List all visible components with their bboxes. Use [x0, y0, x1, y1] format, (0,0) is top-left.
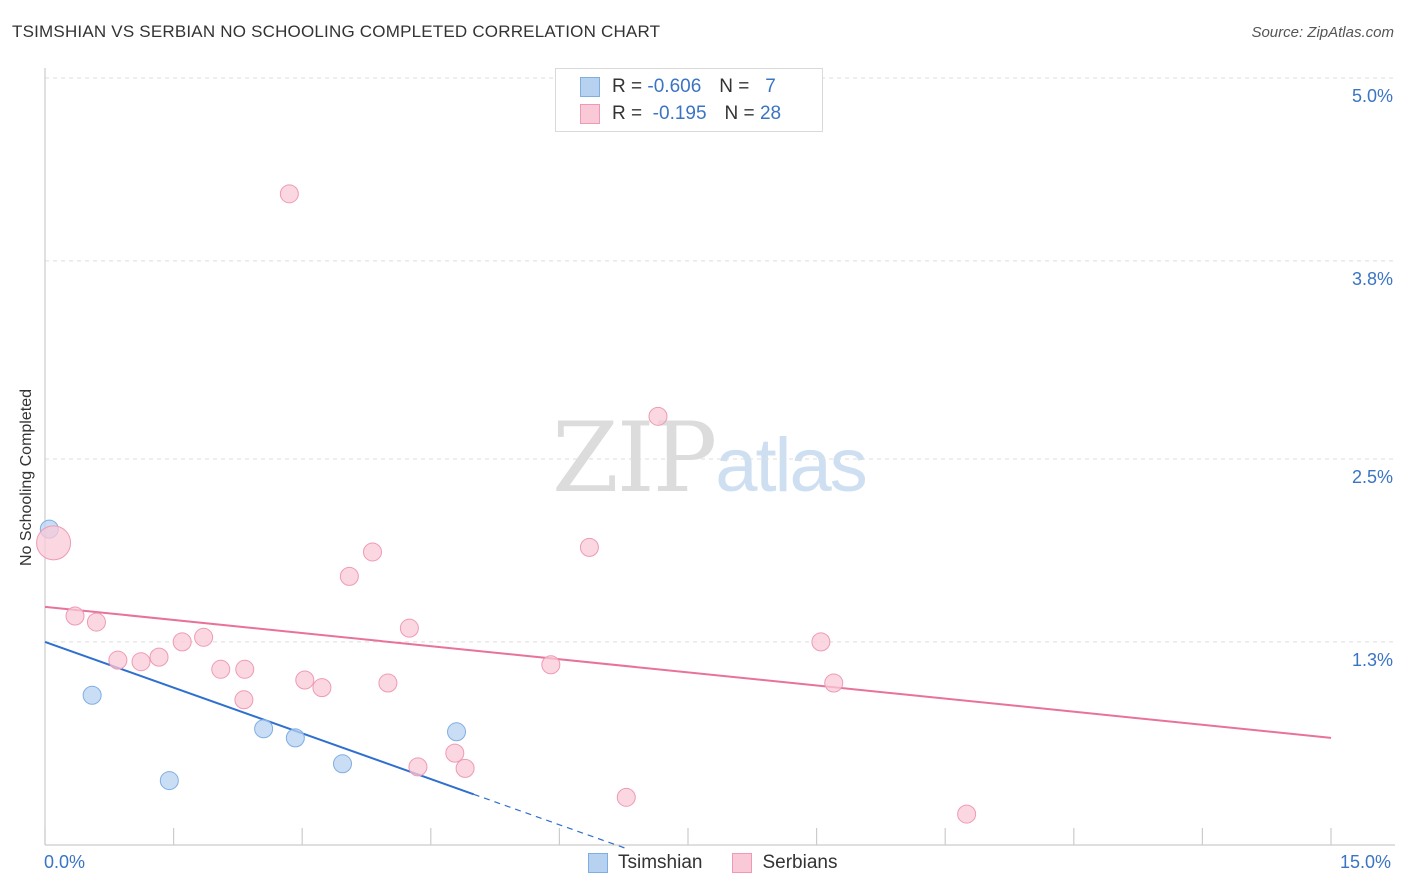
correlation-legend: R = -0.606 N = 7 R = -0.195 N = 28: [555, 68, 823, 132]
data-point-serbians: [339, 566, 359, 586]
trend-line-serbians: [44, 605, 1332, 739]
data-point-tsimshian: [159, 771, 179, 791]
y-tick-label: 1.3%: [1351, 649, 1393, 670]
data-point-serbians: [811, 632, 831, 652]
trend-lines: [44, 605, 1332, 850]
x-tick-label-min: 0.0%: [44, 852, 86, 872]
chart-title: TSIMSHIAN VS SERBIAN NO SCHOOLING COMPLE…: [12, 22, 661, 41]
data-point-serbians: [957, 804, 977, 824]
data-point-serbians: [108, 650, 128, 670]
n-value: 28: [759, 103, 782, 124]
data-point-serbians: [455, 758, 475, 778]
y-tick-label: 3.8%: [1351, 268, 1393, 289]
trend-line-extension: [473, 793, 629, 850]
data-point-serbians: [194, 627, 214, 647]
legend-row-tsimshian: R = -0.606 N = 7: [580, 75, 776, 99]
data-point-serbians: [211, 659, 231, 679]
legend-swatch-tsimshian: [580, 77, 600, 97]
watermark-zip: ZIP: [552, 402, 717, 514]
data-point-serbians: [131, 652, 151, 672]
axes: [44, 68, 1395, 846]
n-value: 7: [765, 76, 776, 97]
legend-swatch-tsimshian: [588, 853, 608, 873]
data-point-serbians: [279, 184, 299, 204]
data-point-tsimshian: [332, 754, 352, 774]
gridlines: [45, 77, 1395, 643]
legend-item-serbians[interactable]: Serbians: [732, 852, 837, 874]
data-point-serbians: [86, 612, 106, 632]
legend-swatch-serbians: [732, 853, 753, 873]
legend-swatch-serbians: [580, 104, 600, 124]
data-point-serbians: [235, 659, 255, 679]
data-point-serbians: [399, 618, 419, 638]
data-point-serbians: [616, 787, 636, 807]
series-legend: Tsimshian Serbians: [588, 852, 867, 874]
data-point-serbians: [149, 647, 169, 667]
data-point-tsimshian: [447, 722, 467, 742]
data-point-serbians: [36, 525, 72, 561]
data-point-serbians: [172, 632, 192, 652]
data-point-serbians: [541, 655, 561, 675]
n-label: N =: [724, 103, 755, 124]
r-value: -0.195: [652, 103, 707, 124]
y-tick-label: 2.5%: [1351, 467, 1393, 487]
data-point-serbians: [65, 606, 85, 626]
data-point-tsimshian: [285, 728, 305, 748]
data-point-tsimshian: [82, 685, 102, 705]
data-point-serbians: [312, 678, 332, 698]
watermark: ZIPatlas: [552, 402, 868, 514]
n-label: N =: [719, 76, 750, 97]
legend-label-serbians: Serbians: [762, 852, 838, 873]
watermark-atlas: atlas: [715, 423, 868, 508]
data-point-serbians: [824, 673, 844, 693]
data-point-serbians: [408, 757, 428, 777]
r-label: R =: [612, 76, 643, 97]
data-point-serbians: [234, 690, 254, 710]
data-point-serbians: [445, 743, 465, 763]
data-point-serbians: [378, 673, 398, 693]
legend-label-tsimshian: Tsimshian: [618, 852, 703, 873]
r-label: R =: [612, 103, 643, 124]
y-tick-label: 5.0%: [1351, 86, 1393, 106]
legend-row-serbians: R = -0.195 N = 28: [580, 102, 781, 126]
trend-line-tsimshian: [44, 640, 475, 796]
source-label: Source: ZipAtlas.com: [1251, 24, 1394, 41]
data-point-tsimshian: [254, 719, 274, 739]
x-tick-label-max: 15.0%: [1340, 852, 1392, 872]
legend-item-tsimshian[interactable]: Tsimshian: [588, 852, 702, 874]
r-value: -0.606: [647, 76, 702, 97]
data-point-serbians: [295, 670, 315, 690]
data-point-serbians: [648, 406, 668, 426]
data-point-serbians: [363, 542, 383, 562]
data-points: [36, 184, 977, 824]
data-point-serbians: [579, 537, 599, 557]
